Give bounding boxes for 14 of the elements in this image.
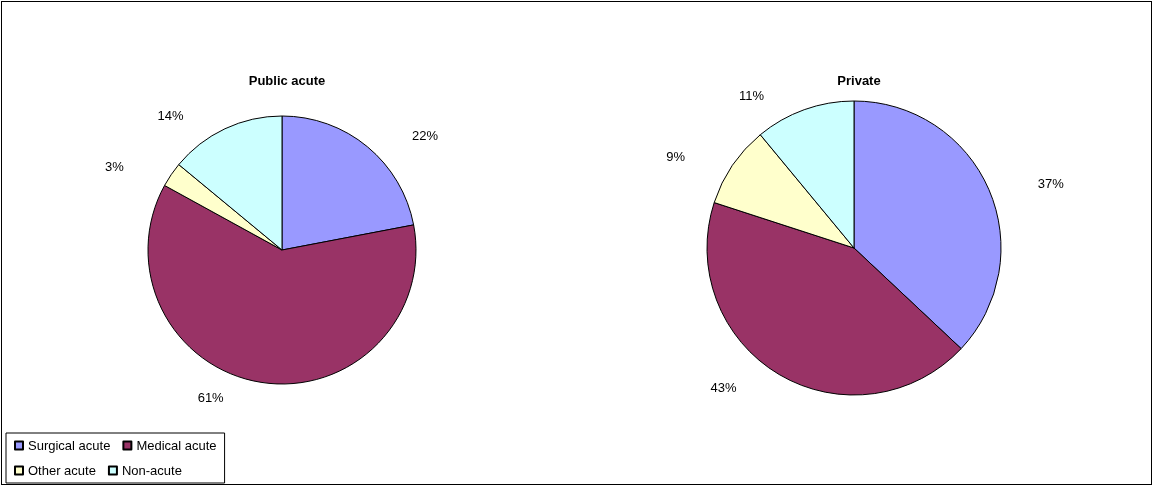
data-label: 9%: [666, 149, 686, 165]
chart-title: Public acute: [248, 73, 326, 88]
data-label: 3%: [104, 158, 125, 174]
chart-title: Private: [837, 73, 881, 88]
legend-label: Non-acute: [121, 463, 182, 478]
legend-label: Surgical acute: [28, 438, 111, 453]
data-label: 22%: [411, 127, 439, 143]
data-label: 14%: [157, 107, 184, 123]
data-label: 43%: [710, 379, 737, 395]
data-label: 11%: [739, 88, 765, 104]
legend-label: Other acute: [28, 463, 96, 478]
data-label: 61%: [197, 389, 225, 405]
legend-label: Medical acute: [136, 438, 217, 453]
data-label: 37%: [1037, 176, 1065, 192]
